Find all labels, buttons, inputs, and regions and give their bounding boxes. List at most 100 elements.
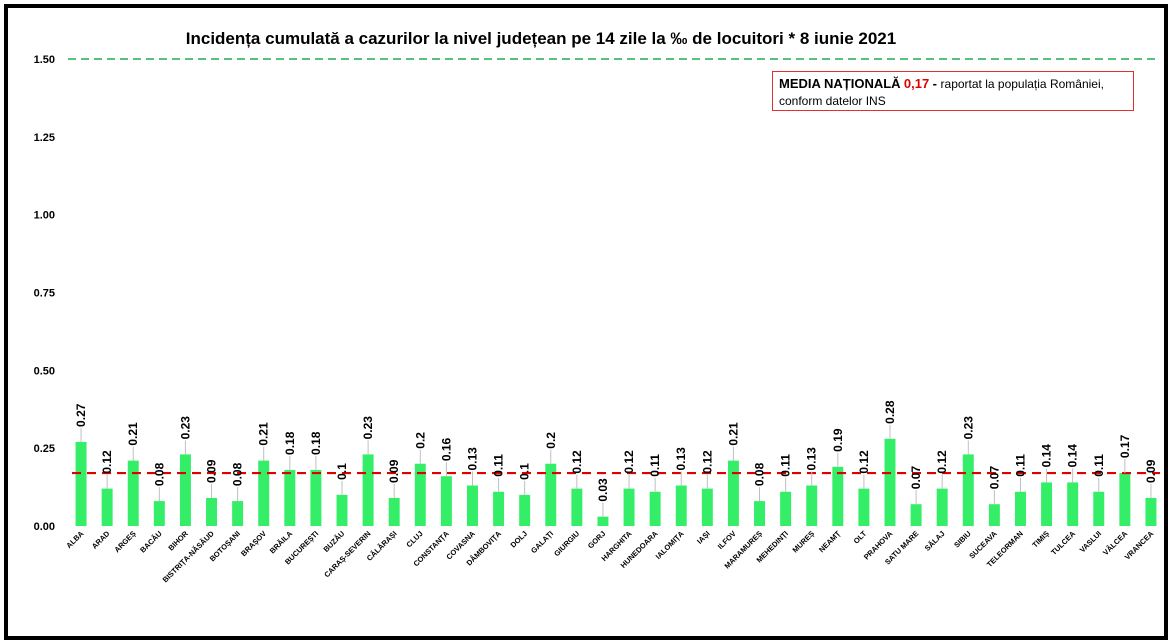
data-label: 0.1 [518, 463, 532, 480]
data-label: 0.08 [231, 462, 245, 486]
x-tick-label: SIBIU [952, 529, 973, 550]
bar-caraș-severin [362, 454, 374, 526]
bar-bacău [153, 501, 165, 526]
x-tick-label: TIMIȘ [1030, 529, 1051, 550]
bar-mureș [806, 485, 818, 526]
bar-giurgiu [571, 488, 583, 526]
data-label: 0.11 [1092, 454, 1106, 477]
x-tick-label: BRAȘOV [239, 529, 268, 558]
bar-vâlcea [1119, 473, 1131, 526]
legend-line-1: MEDIA NAȚIONALĂ 0,17 - raportat la popul… [779, 75, 1127, 93]
chart-frame: Incidența cumulată a cazurilor la nivel … [4, 4, 1168, 640]
bar-maramureș [754, 501, 766, 526]
bar-suceava [988, 504, 1000, 526]
bar-sălaj [936, 488, 948, 526]
data-label: 0.12 [857, 450, 871, 474]
data-label: 0.11 [492, 454, 506, 477]
x-tick-label: BUZĂU [321, 529, 346, 554]
y-tick-label: 1.50 [34, 54, 55, 66]
data-label: 0.12 [570, 450, 584, 474]
bar-harghita [623, 488, 635, 526]
bar-neamț [832, 466, 844, 526]
legend-text-1: raportat la populația României, [940, 77, 1104, 91]
bar-ilfov [727, 460, 739, 526]
x-tick-label: SĂLAJ [923, 529, 947, 553]
data-label: 0.12 [700, 450, 714, 474]
reference-lines [68, 58, 1160, 475]
data-label: 0.16 [439, 438, 453, 462]
y-tick-label: 0.75 [34, 288, 55, 300]
data-label: 0.11 [648, 454, 662, 477]
data-label: 0.09 [205, 459, 219, 483]
data-label: 0.14 [1040, 444, 1054, 468]
data-label: 0.13 [805, 447, 819, 471]
x-tick-label: ARAD [90, 529, 112, 551]
bar-gorj [597, 516, 609, 526]
data-label: 0.03 [596, 478, 610, 502]
x-tick-label: GIURGIU [552, 529, 581, 558]
data-label: 0.08 [152, 462, 166, 486]
y-tick-label: 0.50 [34, 365, 55, 377]
bar-brașov [258, 460, 270, 526]
data-label: 0.13 [674, 447, 688, 471]
bar-satu mare [910, 504, 922, 526]
data-labels: 0.27 0.12 0.21 0.08 0.23 0.09 0.08 0.21 0.18 0.18… [74, 400, 1158, 517]
data-label: 0.08 [753, 462, 767, 486]
data-label: 0.2 [544, 432, 558, 449]
legend-dash: - [932, 76, 941, 91]
data-label: 0.13 [465, 447, 479, 471]
x-tick-label: TULCEA [1049, 529, 1077, 557]
x-tick-label: ILFOV [716, 529, 738, 551]
data-label: 0.23 [961, 416, 975, 440]
bar-mehedinți [780, 491, 792, 526]
data-label: 0.11 [779, 454, 793, 477]
bar-tulcea [1067, 482, 1079, 526]
data-label: 0.07 [987, 466, 1001, 490]
bar-brăila [284, 469, 296, 526]
data-label: 0.21 [126, 422, 140, 446]
bar-bihor [179, 454, 191, 526]
data-label: 0.09 [1144, 459, 1158, 483]
bar-vrancea [1145, 497, 1157, 526]
chart-title: Incidența cumulată a cazurilor la nivel … [186, 29, 896, 48]
x-axis: ALBA ARAD ARGEȘ BACĂU BIHORBISTRIȚA-NĂSĂUDBO… [64, 529, 1155, 585]
data-label: 0.21 [726, 422, 740, 446]
legend-average-value: 0,17 [903, 76, 930, 91]
x-tick-label: ARGEȘ [112, 529, 137, 554]
bars [75, 438, 1157, 526]
bar-covasna [466, 485, 478, 526]
bar-timiș [1041, 482, 1053, 526]
x-tick-label: CARAȘ-SEVERIN [322, 529, 372, 579]
national-average-legend: MEDIA NAȚIONALĂ 0,17 - raportat la popul… [772, 71, 1134, 111]
bar-botoșani [232, 501, 244, 526]
data-label: 0.18 [283, 431, 297, 455]
chart-svg: Incidența cumulată a cazurilor la nivel … [34, 29, 1160, 585]
x-tick-label: OLT [852, 529, 869, 546]
bar-cluj [414, 463, 426, 526]
x-tick-label: MUREȘ [791, 529, 817, 555]
legend-line-2: conform datelor INS [779, 94, 886, 108]
data-label: 0.07 [909, 466, 923, 490]
y-tick-label: 1.25 [34, 132, 55, 144]
data-label: 0.1 [335, 463, 349, 480]
x-tick-label: VRANCEA [1123, 529, 1156, 562]
data-label: 0.12 [100, 450, 114, 474]
x-tick-label: GALAȚI [529, 529, 555, 555]
y-tick-label: 0.25 [34, 443, 55, 455]
bar-călărași [388, 497, 400, 526]
y-axis: 0.00 0.25 0.50 0.75 1.00 1.25 1.50 [34, 54, 55, 533]
bar-dâmbovița [493, 491, 505, 526]
data-label: 0.12 [935, 450, 949, 474]
y-tick-label: 1.00 [34, 210, 55, 222]
bar-vaslui [1093, 491, 1105, 526]
data-label: 0.27 [74, 403, 88, 427]
data-label: 0.21 [257, 422, 271, 446]
bar-alba [75, 441, 87, 526]
x-tick-label: ALBA [64, 529, 86, 551]
data-label: 0.18 [309, 431, 323, 455]
x-tick-label: GORJ [586, 529, 607, 550]
y-tick-label: 0.00 [34, 521, 55, 533]
data-label: 0.14 [1066, 444, 1080, 468]
bar-bucurești [310, 469, 322, 526]
x-tick-label: IALOMIȚA [654, 529, 686, 561]
